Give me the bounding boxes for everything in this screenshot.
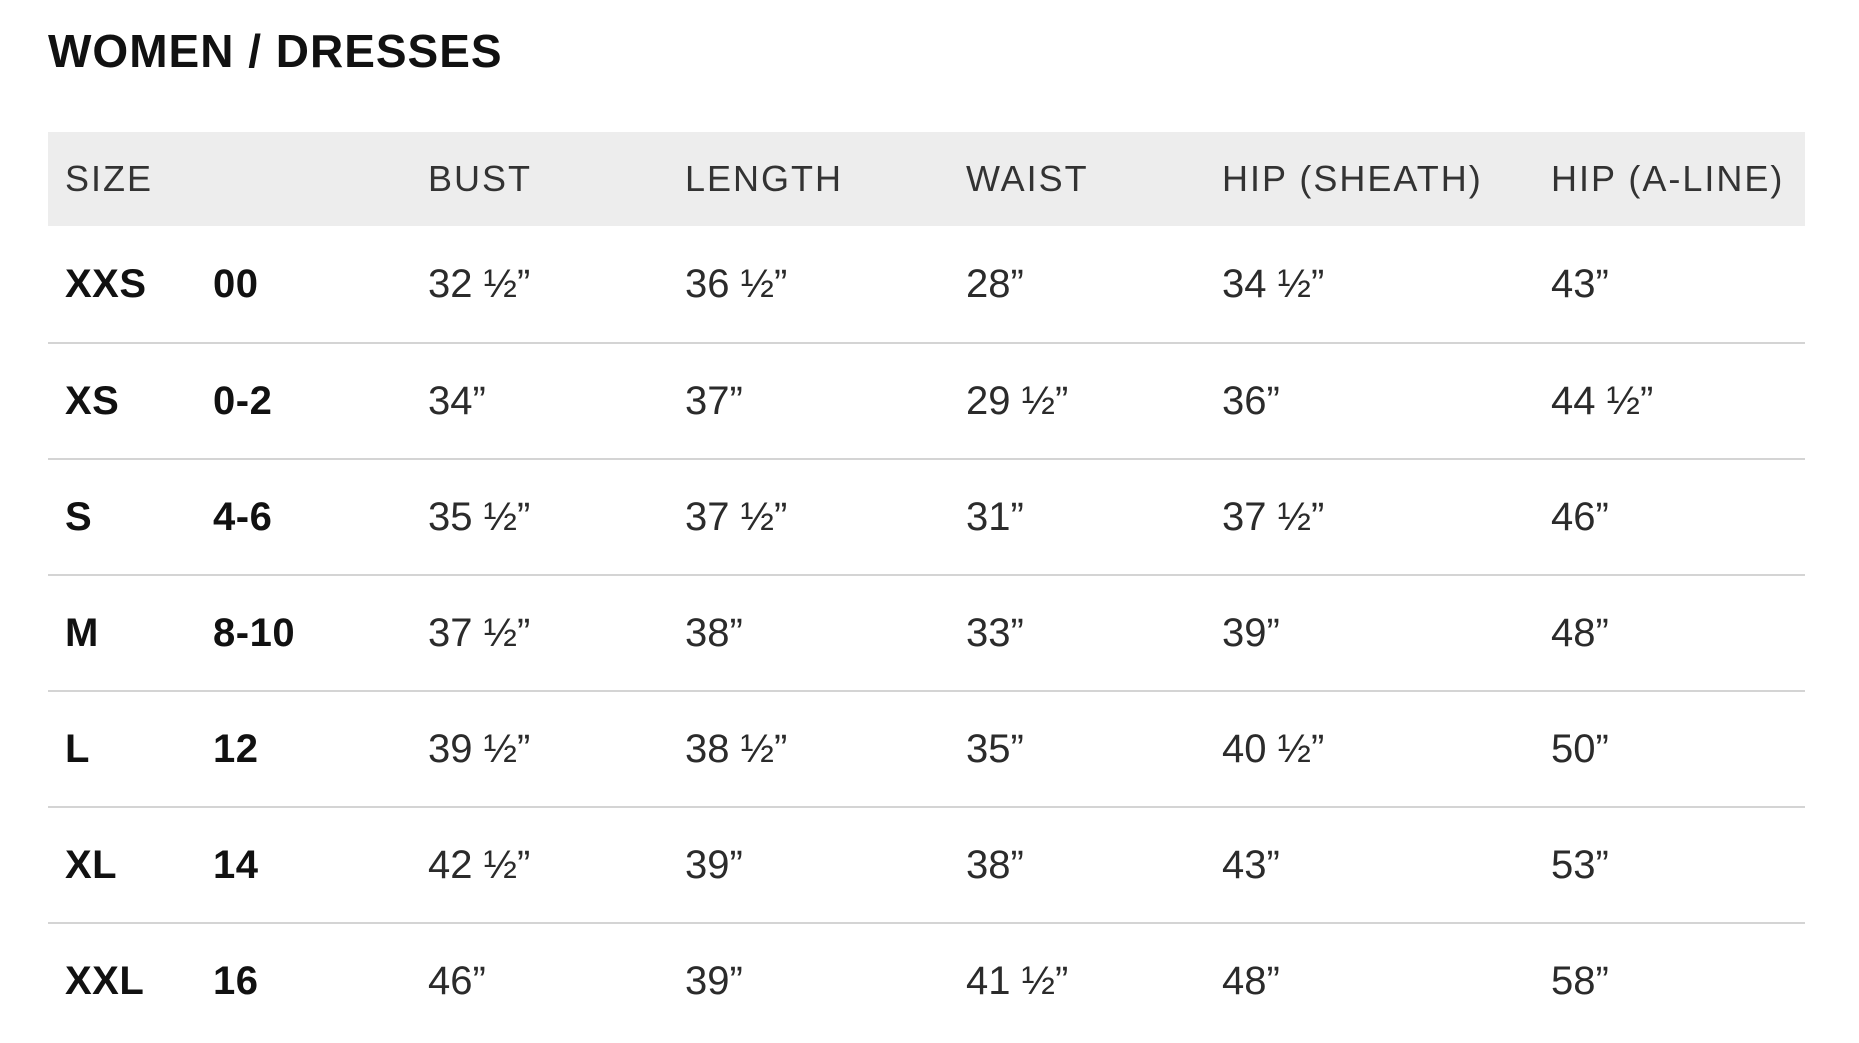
cell-size-number: 12 (213, 726, 259, 771)
cell-hip-a-line: 53” (1551, 842, 1609, 887)
size-table-header-row: SIZE BUST LENGTH WAIST HIP (SHEATH) HIP … (48, 132, 1805, 226)
table-row: M 8-10 37 ½” 38” 33” 39” 48” (48, 574, 1805, 690)
column-header-length: LENGTH (685, 158, 844, 199)
cell-size-letter: XL (65, 842, 118, 887)
cell-size-letter: XXL (65, 958, 145, 1003)
cell-hip-a-line: 48” (1551, 610, 1609, 655)
cell-hip-a-line: 50” (1551, 726, 1609, 771)
cell-hip-a-line: 44 ½” (1551, 378, 1654, 423)
table-row: L 12 39 ½” 38 ½” 35” 40 ½” 50” (48, 690, 1805, 806)
cell-size-letter: S (65, 494, 93, 539)
cell-waist: 38” (966, 842, 1024, 887)
size-table-body: XXS 00 32 ½” 36 ½” 28” 34 ½” 43” XS 0-2 … (48, 226, 1805, 1038)
cell-hip-a-line: 58” (1551, 958, 1609, 1003)
table-row: XL 14 42 ½” 39” 38” 43” 53” (48, 806, 1805, 922)
cell-hip-a-line: 43” (1551, 261, 1609, 306)
cell-size-letter: L (65, 726, 90, 771)
cell-size-number: 14 (213, 842, 259, 887)
cell-bust: 32 ½” (428, 261, 531, 306)
cell-length: 37” (685, 378, 743, 423)
cell-hip-sheath: 40 ½” (1222, 726, 1325, 771)
column-header-waist: WAIST (966, 158, 1089, 199)
cell-waist: 29 ½” (966, 378, 1069, 423)
cell-hip-sheath: 36” (1222, 378, 1280, 423)
table-row: S 4-6 35 ½” 37 ½” 31” 37 ½” 46” (48, 458, 1805, 574)
cell-length: 38 ½” (685, 726, 788, 771)
cell-hip-sheath: 37 ½” (1222, 494, 1325, 539)
cell-hip-sheath: 43” (1222, 842, 1280, 887)
cell-length: 37 ½” (685, 494, 788, 539)
cell-size-number: 00 (213, 261, 259, 306)
cell-length: 39” (685, 842, 743, 887)
cell-waist: 35” (966, 726, 1024, 771)
cell-bust: 42 ½” (428, 842, 531, 887)
cell-length: 36 ½” (685, 261, 788, 306)
cell-waist: 28” (966, 261, 1024, 306)
page-title: WOMEN / DRESSES (48, 25, 503, 77)
cell-bust: 37 ½” (428, 610, 531, 655)
cell-size-letter: XS (65, 378, 120, 423)
cell-waist: 41 ½” (966, 958, 1069, 1003)
column-header-size: SIZE (65, 158, 154, 199)
cell-hip-sheath: 39” (1222, 610, 1280, 655)
size-table: SIZE BUST LENGTH WAIST HIP (SHEATH) HIP … (48, 132, 1805, 1038)
cell-waist: 31” (966, 494, 1024, 539)
cell-size-letter: M (65, 610, 99, 655)
cell-length: 38” (685, 610, 743, 655)
cell-waist: 33” (966, 610, 1024, 655)
table-row: XXS 00 32 ½” 36 ½” 28” 34 ½” 43” (48, 226, 1805, 342)
cell-bust: 35 ½” (428, 494, 531, 539)
cell-hip-a-line: 46” (1551, 494, 1609, 539)
cell-size-number: 16 (213, 958, 259, 1003)
cell-bust: 46” (428, 958, 486, 1003)
cell-bust: 39 ½” (428, 726, 531, 771)
cell-size-number: 8-10 (213, 610, 296, 655)
cell-size-number: 4-6 (213, 494, 273, 539)
cell-hip-sheath: 48” (1222, 958, 1280, 1003)
column-header-hip-sheath: HIP (SHEATH) (1222, 158, 1483, 199)
cell-bust: 34” (428, 378, 486, 423)
column-header-bust: BUST (428, 158, 533, 199)
table-row: XXL 16 46” 39” 41 ½” 48” 58” (48, 922, 1805, 1038)
cell-size-number: 0-2 (213, 378, 273, 423)
column-header-hip-a-line: HIP (A-LINE) (1551, 158, 1785, 199)
cell-length: 39” (685, 958, 743, 1003)
table-row: XS 0-2 34” 37” 29 ½” 36” 44 ½” (48, 342, 1805, 458)
cell-hip-sheath: 34 ½” (1222, 261, 1325, 306)
cell-size-letter: XXS (65, 261, 147, 306)
